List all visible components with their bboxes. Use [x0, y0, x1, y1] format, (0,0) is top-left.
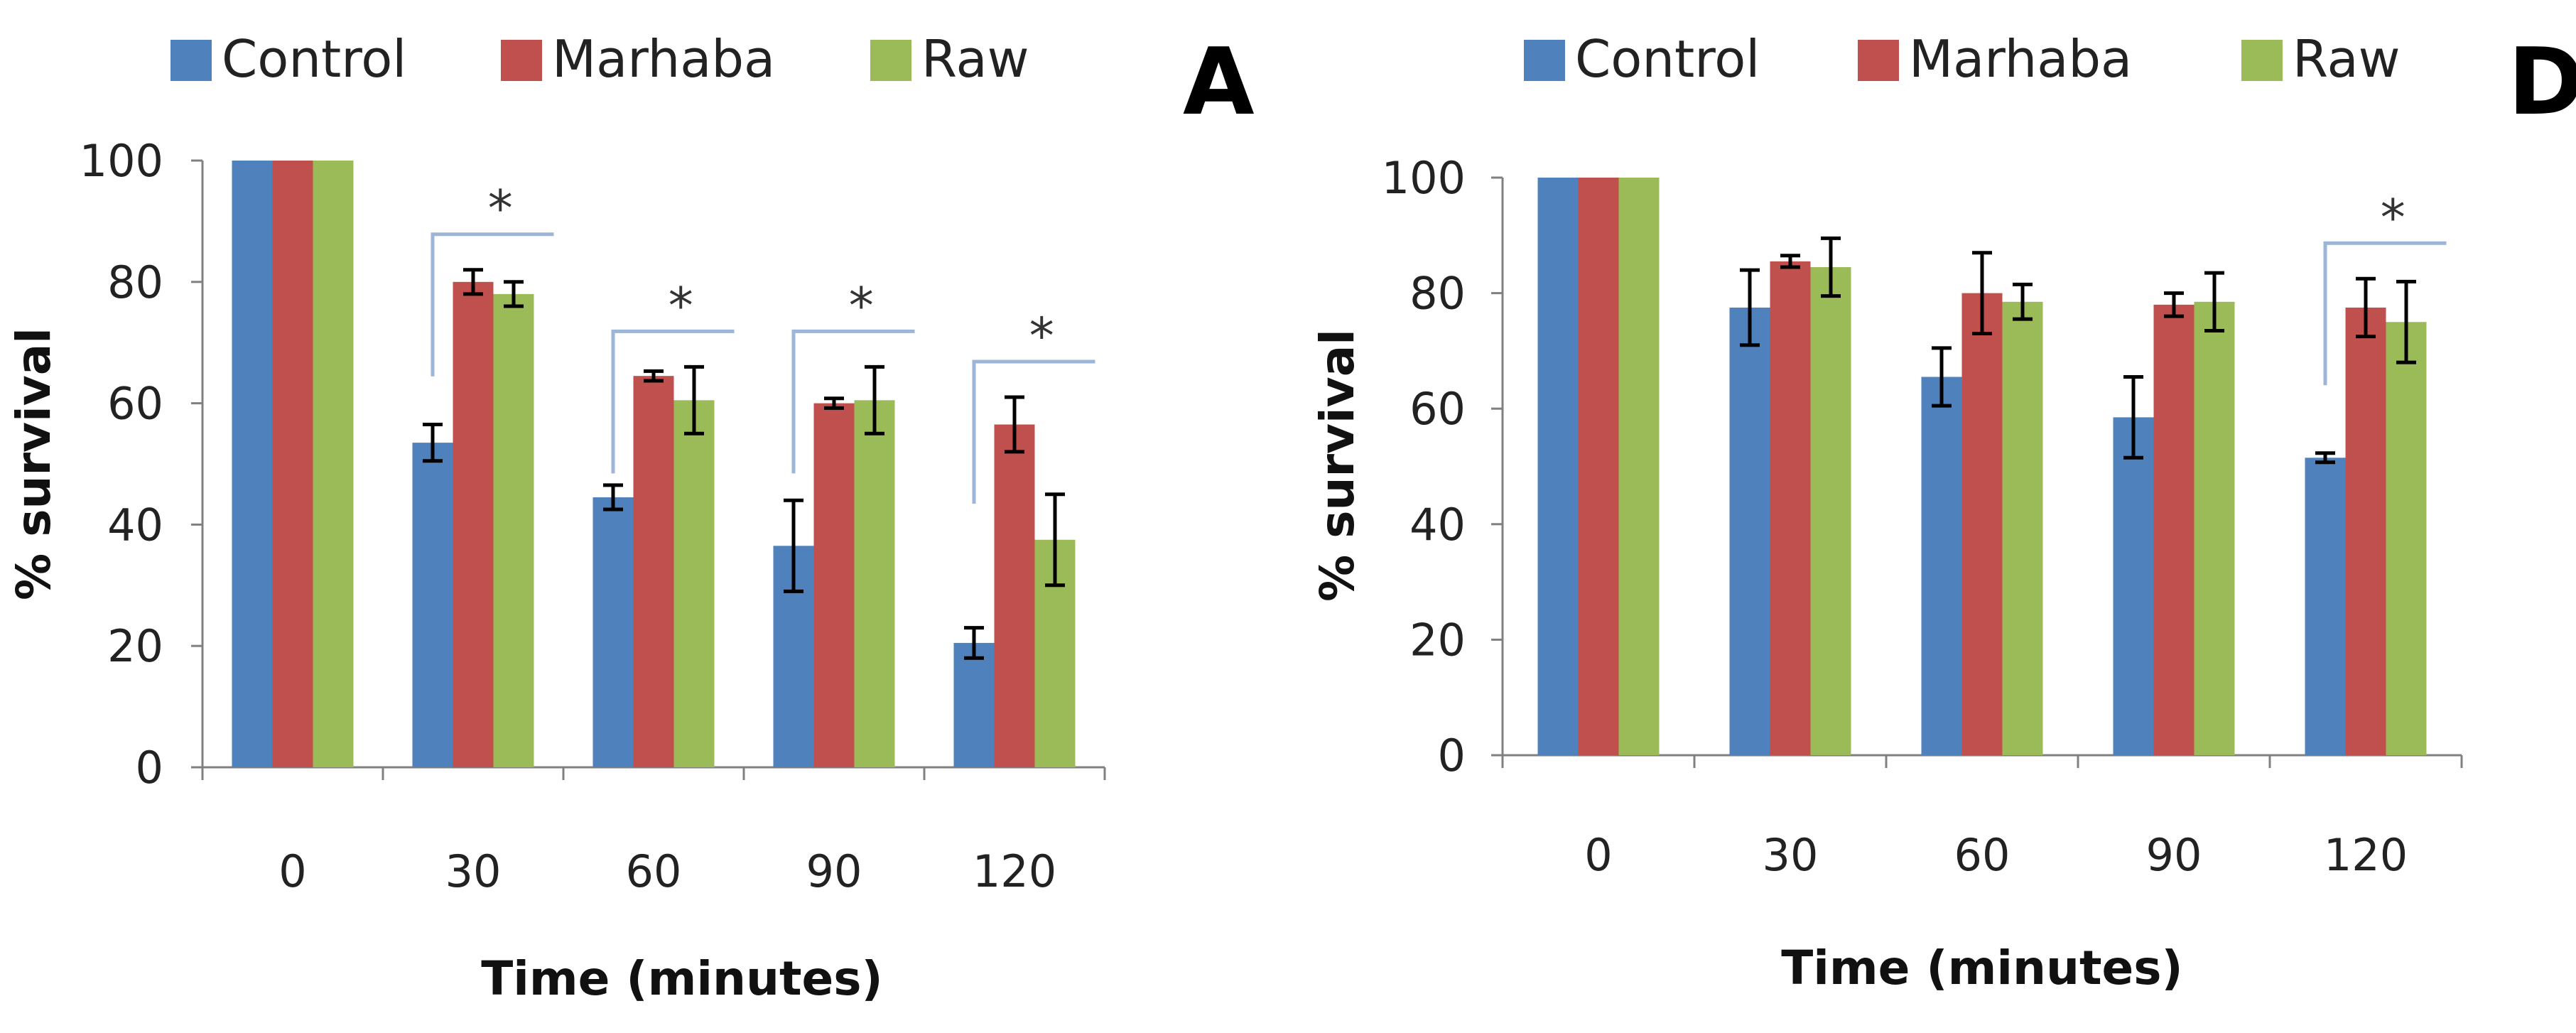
y-tick-label: 20 — [1409, 614, 1466, 666]
x-tick-label: 0 — [278, 845, 306, 897]
y-axis-title: % survival — [6, 328, 61, 600]
bar-control-120 — [2305, 458, 2346, 755]
bar-control-30 — [1729, 307, 1770, 755]
significance-star-30: * — [488, 180, 513, 238]
x-tick-label: 30 — [1763, 829, 1819, 881]
bar-marhaba-60 — [1961, 293, 2003, 756]
bar-marhaba-30 — [1770, 261, 1811, 755]
legend-swatch-raw — [870, 40, 911, 81]
x-axis-title: Time (minutes) — [481, 951, 882, 1006]
legend-swatch-marhaba — [501, 40, 542, 81]
bar-control-0 — [232, 161, 273, 767]
bar-control-0 — [1537, 178, 1579, 755]
bar-marhaba-60 — [633, 376, 674, 767]
legend-label-raw: Raw — [2293, 29, 2400, 89]
y-tick-label: 20 — [107, 620, 163, 672]
y-tick-label: 100 — [80, 135, 163, 187]
x-tick-label: 120 — [973, 845, 1056, 897]
y-tick-label: 40 — [107, 499, 163, 551]
y-tick-label: 60 — [1409, 383, 1466, 435]
y-tick-label: 0 — [136, 742, 163, 794]
y-axis-title: % survival — [1310, 329, 1365, 602]
bar-marhaba-90 — [2153, 304, 2195, 755]
bar-raw-0 — [1618, 178, 1660, 755]
x-tick-label: 90 — [806, 845, 862, 897]
bar-raw-90 — [854, 400, 895, 767]
y-tick-label: 60 — [107, 378, 163, 430]
bar-marhaba-120 — [2345, 307, 2386, 755]
significance-star-90: * — [849, 276, 874, 335]
bar-control-120 — [953, 642, 995, 767]
bar-raw-120 — [2386, 322, 2427, 755]
y-tick-label: 40 — [1409, 499, 1466, 551]
x-tick-label: 30 — [445, 845, 502, 897]
legend-swatch-marhaba — [1858, 40, 1899, 81]
legend-label-marhaba: Marhaba — [1909, 29, 2132, 89]
bar-marhaba-90 — [813, 403, 855, 767]
bar-control-90 — [2113, 417, 2154, 755]
bar-control-60 — [1921, 377, 1962, 755]
bar-raw-60 — [2002, 301, 2043, 755]
y-tick-label: 80 — [107, 256, 163, 308]
significance-star-120: * — [2381, 188, 2405, 247]
significance-bracket-120 — [2323, 241, 2447, 386]
x-axis-title: Time (minutes) — [1781, 941, 2182, 995]
bar-marhaba-30 — [453, 281, 494, 767]
bar-marhaba-0 — [272, 161, 313, 767]
significance-star-120: * — [1029, 307, 1054, 365]
bar-marhaba-120 — [994, 424, 1035, 767]
legend-label-raw: Raw — [921, 29, 1029, 89]
bar-raw-60 — [673, 400, 715, 767]
significance-bracket-120 — [972, 359, 1095, 504]
x-tick-label: 120 — [2324, 829, 2408, 881]
bar-marhaba-0 — [1578, 178, 1619, 755]
bar-raw-30 — [1810, 267, 1851, 755]
legend-label-marhaba: Marhaba — [552, 29, 775, 89]
significance-star-60: * — [669, 276, 693, 335]
y-tick-label: 100 — [1382, 152, 1466, 204]
bar-control-30 — [412, 443, 453, 767]
panel-letter: D — [2508, 28, 2576, 136]
significance-bracket-30 — [431, 232, 554, 377]
x-tick-label: 90 — [2146, 829, 2202, 881]
legend-label-control: Control — [1575, 29, 1760, 89]
legend-swatch-control — [171, 40, 212, 81]
x-tick-label: 60 — [626, 845, 682, 897]
bar-raw-90 — [2194, 301, 2235, 755]
bar-raw-0 — [313, 161, 354, 767]
x-tick-label: 60 — [1954, 829, 2011, 881]
y-tick-label: 80 — [1409, 268, 1466, 320]
significance-bracket-90 — [791, 329, 915, 474]
legend-swatch-raw — [2241, 40, 2283, 81]
panel-letter: A — [1183, 28, 1255, 136]
bar-raw-30 — [493, 293, 534, 767]
legend-swatch-control — [1524, 40, 1565, 81]
significance-bracket-60 — [611, 329, 735, 474]
x-tick-label: 0 — [1584, 829, 1612, 881]
panel-a: Control Marhaba Raw A 0 20 40 60 80 100 0 30 60 90 120… — [6, 28, 1255, 1006]
legend-label-control: Control — [222, 29, 406, 89]
y-tick-label: 0 — [1438, 730, 1466, 781]
bar-control-60 — [592, 497, 634, 767]
panel-d: Control Marhaba Raw D 0 20 40 60 80 100 0 30 60 90 120… — [1310, 28, 2576, 995]
